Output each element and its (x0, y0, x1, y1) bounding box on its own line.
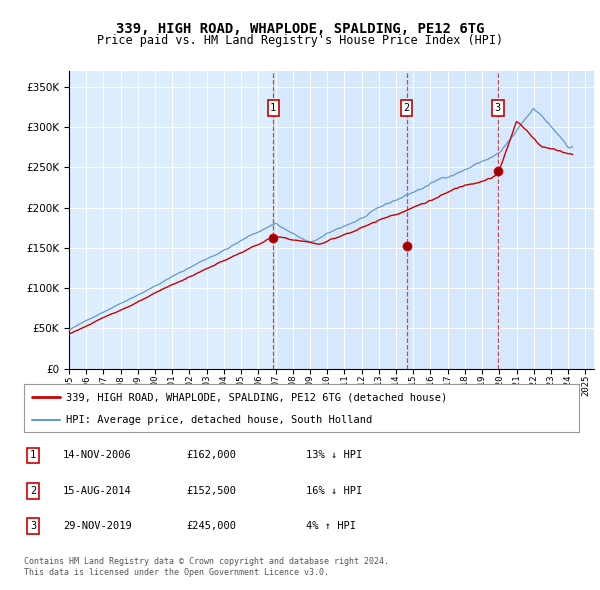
Text: £245,000: £245,000 (186, 522, 236, 531)
Text: 13% ↓ HPI: 13% ↓ HPI (306, 451, 362, 460)
Text: 3: 3 (494, 103, 501, 113)
Text: HPI: Average price, detached house, South Holland: HPI: Average price, detached house, Sout… (65, 415, 372, 425)
Text: Contains HM Land Registry data © Crown copyright and database right 2024.: Contains HM Land Registry data © Crown c… (24, 558, 389, 566)
Text: 2: 2 (30, 486, 36, 496)
Text: 4% ↑ HPI: 4% ↑ HPI (306, 522, 356, 531)
Text: £152,500: £152,500 (186, 486, 236, 496)
Text: 16% ↓ HPI: 16% ↓ HPI (306, 486, 362, 496)
Text: £162,000: £162,000 (186, 451, 236, 460)
Text: 339, HIGH ROAD, WHAPLODE, SPALDING, PE12 6TG (detached house): 339, HIGH ROAD, WHAPLODE, SPALDING, PE12… (65, 392, 447, 402)
Text: Price paid vs. HM Land Registry's House Price Index (HPI): Price paid vs. HM Land Registry's House … (97, 34, 503, 47)
Text: 1: 1 (30, 451, 36, 460)
Text: 2: 2 (404, 103, 410, 113)
Text: 29-NOV-2019: 29-NOV-2019 (63, 522, 132, 531)
Text: 15-AUG-2014: 15-AUG-2014 (63, 486, 132, 496)
Text: 14-NOV-2006: 14-NOV-2006 (63, 451, 132, 460)
Text: 339, HIGH ROAD, WHAPLODE, SPALDING, PE12 6TG: 339, HIGH ROAD, WHAPLODE, SPALDING, PE12… (116, 22, 484, 37)
Text: This data is licensed under the Open Government Licence v3.0.: This data is licensed under the Open Gov… (24, 568, 329, 577)
Text: 3: 3 (30, 522, 36, 531)
Text: 1: 1 (270, 103, 277, 113)
Bar (274, 71, 594, 369)
